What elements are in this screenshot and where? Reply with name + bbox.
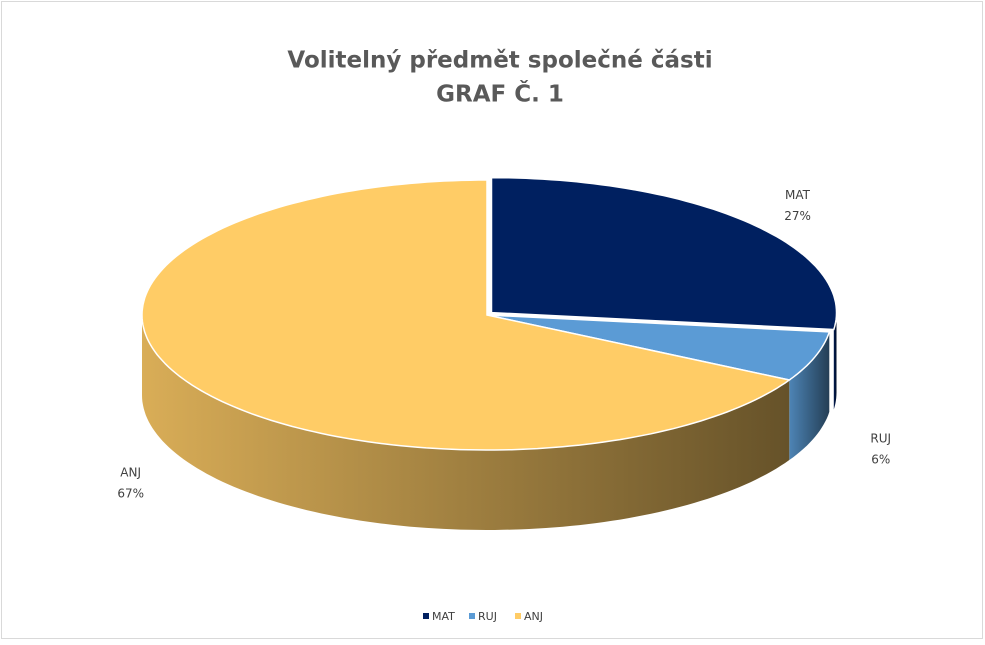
slice <box>486 314 831 381</box>
data-label-name: RUJ <box>870 432 891 446</box>
legend-swatch <box>423 613 429 619</box>
data-label-name: ANJ <box>120 465 141 479</box>
slice-side <box>789 331 830 460</box>
data-label-value: 67% <box>117 486 144 500</box>
slice <box>490 176 838 331</box>
data-label-value: 6% <box>871 453 890 467</box>
legend-swatch <box>469 613 475 619</box>
data-label-value: 27% <box>784 209 811 223</box>
slice <box>141 179 792 451</box>
slice-side <box>833 312 837 410</box>
legend-label: MAT <box>432 610 455 623</box>
chart-title: Volitelný předmět společné části <box>287 48 712 74</box>
legend-swatch <box>515 613 521 619</box>
legend-label: RUJ <box>478 610 497 623</box>
chart-subtitle: GRAF Č. 1 <box>436 80 564 108</box>
data-label-name: MAT <box>785 188 811 202</box>
slice-side <box>142 315 790 530</box>
legend-label: ANJ <box>524 610 543 623</box>
